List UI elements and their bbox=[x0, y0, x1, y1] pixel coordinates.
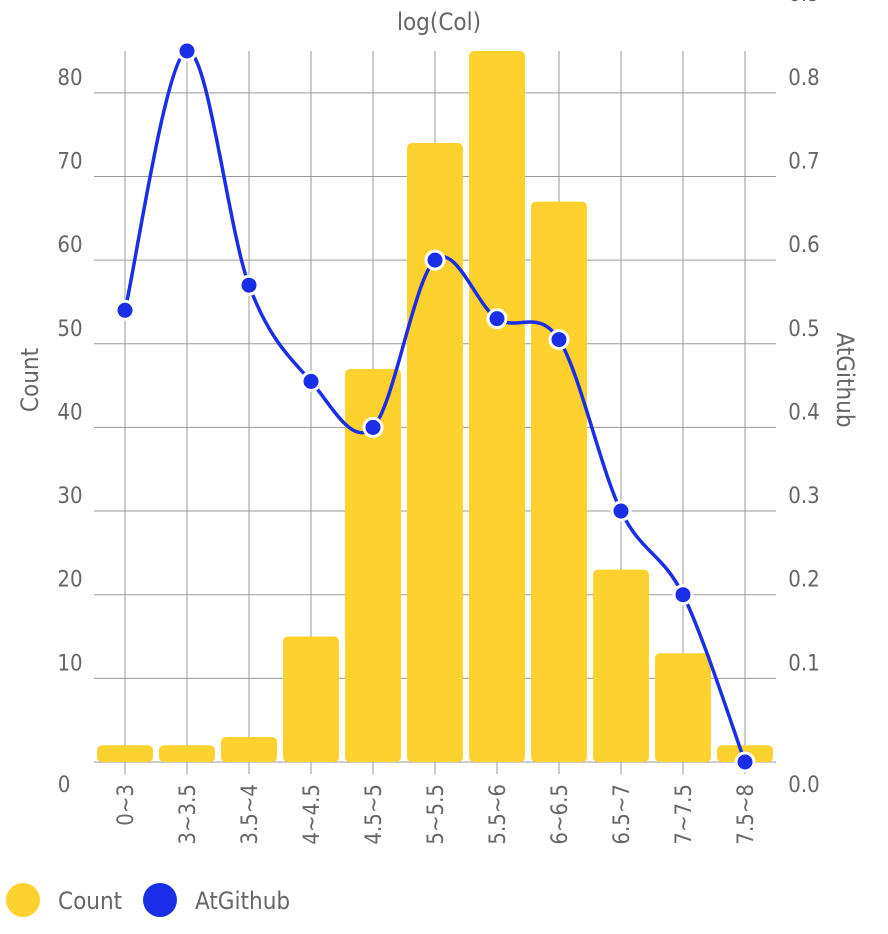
count-bar bbox=[531, 201, 587, 763]
x-tick-label: 7.5~8 bbox=[734, 784, 759, 845]
atgithub-point bbox=[300, 370, 322, 392]
y-left-tick-label: 20 bbox=[57, 568, 82, 593]
x-tick-label: 3.5~4 bbox=[238, 784, 263, 845]
y-right-tick-label: 0.8 bbox=[788, 66, 819, 91]
count-bar bbox=[97, 745, 153, 762]
count-bar bbox=[655, 653, 711, 762]
y-right-tick-label: 0.4 bbox=[788, 400, 819, 425]
y-left-tick-label: 10 bbox=[57, 651, 82, 676]
y-right-tick-label: 0.7 bbox=[788, 149, 819, 174]
right-y-axis: 0.0 0.1 0.2 0.3 0.4 0.5 0.6 0.7 0.8 0.9 bbox=[788, 0, 819, 798]
atgithub-point bbox=[548, 329, 570, 351]
legend-atgithub-marker bbox=[143, 883, 177, 917]
x-tick-label: 5~5.5 bbox=[424, 784, 449, 845]
atgithub-point bbox=[362, 416, 384, 438]
atgithub-point bbox=[176, 40, 198, 62]
count-bar bbox=[345, 368, 401, 762]
y-right-tick-label: 0.0 bbox=[788, 773, 819, 798]
x-tick-label: 0~3 bbox=[114, 784, 139, 826]
x-tick-label: 6.5~7 bbox=[610, 784, 635, 845]
y-left-tick-label: 70 bbox=[57, 149, 82, 174]
legend-count-label: Count bbox=[58, 887, 122, 915]
atgithub-line-series bbox=[114, 40, 756, 773]
x-tick-label: 7~7.5 bbox=[672, 784, 697, 845]
count-bar bbox=[469, 51, 525, 762]
atgithub-point bbox=[734, 751, 756, 773]
atgithub-point bbox=[114, 299, 136, 321]
count-bar bbox=[283, 636, 339, 762]
y-left-label: Count bbox=[16, 348, 44, 412]
y-right-tick-label: 0.2 bbox=[788, 568, 819, 593]
x-tick-label: 5.5~6 bbox=[486, 784, 511, 845]
count-bar bbox=[407, 143, 463, 762]
y-right-tick-label: 0.5 bbox=[788, 317, 819, 342]
atgithub-point bbox=[610, 500, 632, 522]
atgithub-point bbox=[486, 308, 508, 330]
x-tick-label: 4~4.5 bbox=[300, 784, 325, 845]
y-right-tick-label: 0.6 bbox=[788, 233, 819, 258]
y-left-tick-label: 0 bbox=[58, 773, 71, 798]
count-bars bbox=[97, 51, 773, 763]
count-bar bbox=[159, 745, 215, 762]
y-left-tick-label: 40 bbox=[57, 400, 82, 425]
count-bar bbox=[221, 736, 277, 762]
y-left-tick-label: 50 bbox=[57, 317, 82, 342]
x-tick-label: 3~3.5 bbox=[176, 784, 201, 845]
y-right-tick-label: 0.9 bbox=[788, 0, 819, 7]
atgithub-line bbox=[123, 49, 747, 763]
atgithub-point bbox=[424, 249, 446, 271]
y-left-tick-label: 60 bbox=[57, 233, 82, 258]
x-axis: 0~3 3~3.5 3.5~4 4~4.5 4.5~5 5~5.5 5.5~6 6~6.5 6.… bbox=[114, 784, 759, 845]
legend: Count AtGithub bbox=[6, 883, 290, 917]
atgithub-point bbox=[672, 584, 694, 606]
atgithub-point bbox=[238, 274, 260, 296]
x-tick-label: 4.5~5 bbox=[362, 784, 387, 845]
legend-atgithub-label: AtGithub bbox=[195, 887, 290, 915]
y-left-tick-label: 30 bbox=[57, 484, 82, 509]
y-left-tick-label: 80 bbox=[57, 66, 82, 91]
y-right-tick-label: 0.1 bbox=[788, 651, 819, 676]
legend-count-marker bbox=[6, 883, 40, 917]
y-right-label: AtGithub bbox=[831, 332, 859, 427]
count-bar bbox=[593, 569, 649, 762]
x-tick-label: 6~6.5 bbox=[548, 784, 573, 845]
left-y-axis: 0 10 20 30 40 50 60 70 80 bbox=[57, 66, 82, 798]
chart-title: log(Col) bbox=[397, 8, 481, 36]
y-right-tick-label: 0.3 bbox=[788, 484, 819, 509]
